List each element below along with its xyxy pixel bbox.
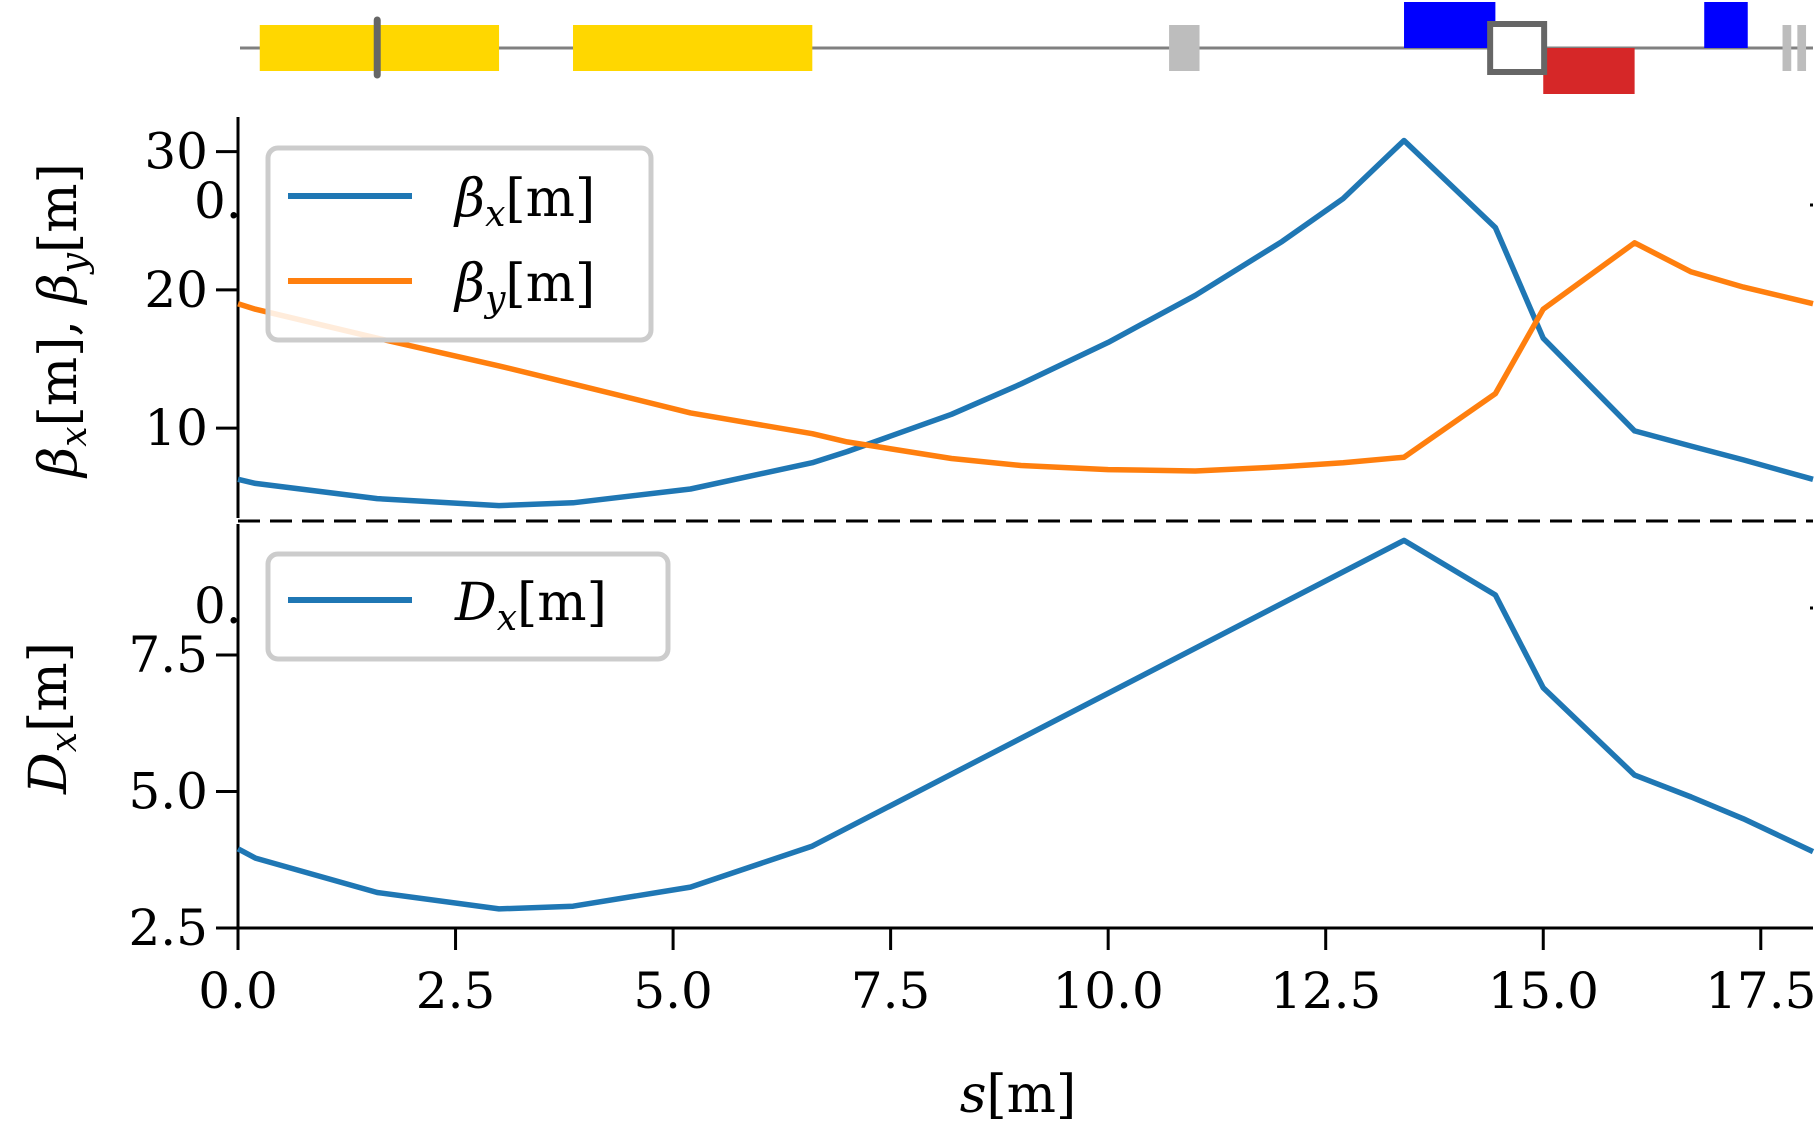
beta-legend-label-x: βx[m] (453, 169, 595, 235)
lattice-element-marker-6 (1782, 25, 1792, 71)
xtick-label-4: 10.0 (1053, 962, 1164, 1020)
xtick-label-1: 2.5 (416, 962, 496, 1020)
lattice-element-marker-7 (1797, 25, 1807, 71)
lattice-element-quad-defocusing-4 (1543, 48, 1635, 94)
beta-legend: βx[m] βy[m] (265, 145, 654, 343)
s-axis-label: s[m] (960, 1065, 1077, 1125)
beta-axis-label-m2: [m] (29, 163, 89, 253)
beta-ytick-label-1: 20 (144, 261, 208, 319)
disp-lines (236, 537, 1815, 912)
xtick-label-3: 7.5 (851, 962, 931, 1020)
beta-ytick-label-2: 30 (144, 123, 208, 181)
beta-ytick-label-0: 10 (144, 399, 208, 457)
lattice-element-quad-focusing-5 (1704, 2, 1748, 48)
disp-series-line-0 (236, 537, 1815, 912)
beta-partial-label: 0. (194, 172, 242, 230)
disp-legend: Dx[m] (265, 551, 671, 662)
disp-ytick-label-1: 5.0 (128, 763, 208, 821)
xtick-label-5: 12.5 (1270, 962, 1381, 1020)
disp-legend-box (265, 551, 671, 662)
xtick-label-6: 15.0 (1488, 962, 1599, 1020)
beta-axis-label-b1: β (29, 447, 89, 479)
lattice-element-quad-focusing-3 (1404, 2, 1496, 48)
disp-axis-label: Dx[m] (19, 642, 85, 795)
disp-legend-label: Dx[m] (454, 573, 607, 639)
beta-axis-label-y: y (54, 252, 95, 275)
disp-y-ticks: 2.5 5.0 7.5 (128, 626, 238, 957)
disp-ytick-label-0: 2.5 (128, 899, 208, 957)
lattice-element-dipole-1 (573, 25, 813, 71)
xtick-label-2: 5.0 (633, 962, 713, 1020)
beta-axis-label-m1: [m], (29, 303, 89, 426)
lattice-elements (259, 2, 1807, 94)
beta-series-line-1 (237, 240, 1814, 474)
beta-legend-label-y: βy[m] (453, 254, 595, 320)
disp-ytick-label-2: 7.5 (128, 626, 208, 684)
beta-axis-label: βx[m], βy[m] (29, 163, 95, 479)
lattice-element-marker-2 (1169, 25, 1200, 71)
disp-x-ticks: 0.0 2.5 5.0 7.5 10.0 12.5 15.0 17.5 (198, 928, 1816, 1020)
beta-axis-label-x: x (54, 426, 95, 446)
lattice-strip (240, 2, 1813, 94)
xtick-label-0: 0.0 (198, 962, 278, 1020)
lattice-box-marker-1 (1487, 21, 1548, 75)
beta-y-ticks: 10 20 30 (144, 123, 238, 457)
beta-series-line-0 (237, 137, 1814, 509)
beta-lines (237, 137, 1814, 509)
disp-partial-label: 0. (194, 577, 242, 635)
beta-axis-label-b2: β (29, 273, 89, 305)
xtick-label-7: 17.5 (1705, 962, 1816, 1020)
dispersion-panel: 2.55.07.5 0.0 2.5 5.0 7.5 10.0 12.5 15.0 17.5 0… (19, 524, 1816, 1125)
